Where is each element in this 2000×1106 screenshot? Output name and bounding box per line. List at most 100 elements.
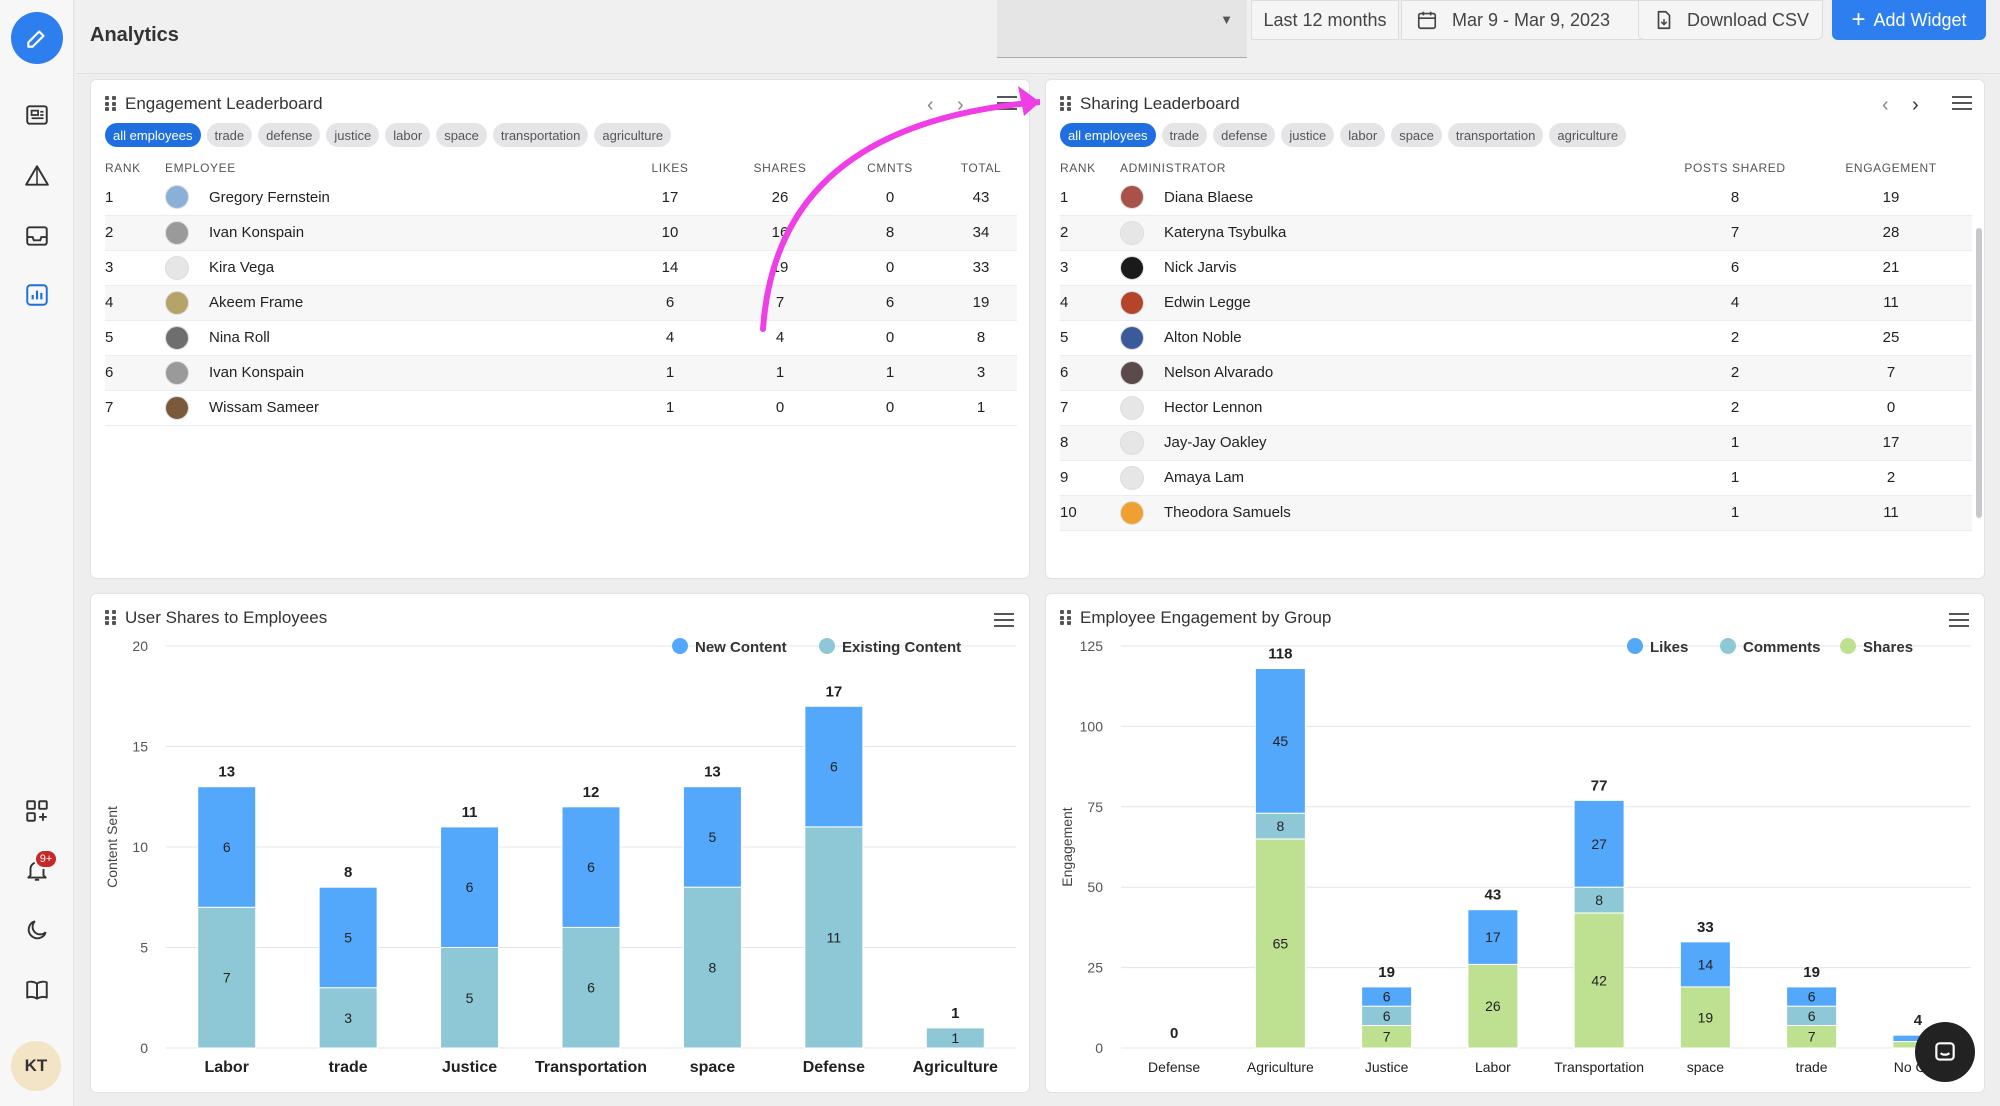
tag-trade[interactable]: trade [1161,123,1208,147]
column-header[interactable]: POSTS SHARED [1684,161,1786,175]
comments-cell: 6 [885,294,895,311]
legend-swatch [672,638,688,654]
administrator-name[interactable]: Kateryna Tsybulka [1164,224,1287,241]
sidebar-item-widgets[interactable] [19,793,55,829]
tag-justice[interactable]: justice [1281,123,1335,147]
administrator-name[interactable]: Hector Lennon [1164,399,1263,416]
menu-icon[interactable] [1952,96,1972,110]
column-header[interactable]: EMPLOYEE [165,161,236,175]
tag-all-employees[interactable]: all employees [1060,123,1156,147]
drag-handle-icon[interactable] [1060,96,1072,112]
rank-cell: 1 [105,188,114,206]
chat-button[interactable] [1915,1022,1975,1082]
date-range-picker[interactable]: Mar 9 - Mar 9, 2023 [1401,0,1701,40]
plus-icon: + [1851,6,1866,33]
y-tick-label: 0 [140,1040,148,1056]
avatar [1120,430,1144,455]
tag-all-employees[interactable]: all employees [105,123,201,147]
employee-name[interactable]: Kira Vega [209,259,275,276]
rank-cell: 1 [1060,188,1069,206]
table-row[interactable]: 7 Wissam Sameer 1 0 0 1 [105,390,1017,425]
scrollbar[interactable] [1976,228,1982,518]
tag-agriculture[interactable]: agriculture [594,123,672,147]
tag-labor[interactable]: labor [1340,123,1386,147]
administrator-name[interactable]: Theodora Samuels [1164,504,1291,521]
table-row[interactable]: 5 Nina Roll 4 4 0 8 [105,320,1017,355]
bar-segment [1361,986,1413,1007]
tag-defense[interactable]: defense [1213,123,1276,147]
administrator-name[interactable]: Alton Noble [1164,329,1242,346]
administrator-name[interactable]: Edwin Legge [1164,294,1251,311]
next-icon[interactable]: › [957,94,964,116]
tag-defense[interactable]: defense [258,123,321,147]
table-row[interactable]: 9 Amaya Lam 1 2 [1060,460,1972,495]
administrator-name[interactable]: Amaya Lam [1164,469,1245,486]
employee-name[interactable]: Ivan Konspain [209,364,305,381]
legend-swatch [1840,638,1856,654]
prev-icon[interactable]: ‹ [927,94,934,116]
table-row[interactable]: 3 Kira Vega 14 19 0 33 [105,250,1017,285]
engagement-cell: 17 [1882,434,1900,451]
column-header[interactable]: LIKES [651,161,689,175]
administrator-name[interactable]: Nelson Alvarado [1164,364,1274,381]
shares-cell: 0 [775,399,785,416]
drag-handle-icon[interactable] [105,96,117,112]
employee-name[interactable]: Ivan Konspain [209,224,305,241]
table-row[interactable]: 3 Nick Jarvis 6 21 [1060,250,1972,285]
table-row[interactable]: 6 Ivan Konspain 1 1 1 3 [105,355,1017,390]
administrator-name[interactable]: Nick Jarvis [1164,259,1237,276]
sidebar-item-analytics[interactable] [19,277,55,313]
column-header[interactable]: CMNTS [867,161,913,175]
table-row[interactable]: 10 Theodora Samuels 1 11 [1060,495,1972,530]
administrator-name[interactable]: Diana Blaese [1164,188,1254,206]
tag-agriculture[interactable]: agriculture [1549,123,1627,147]
filter-dropdown[interactable]: ▼ [997,0,1247,58]
employee-name[interactable]: Akeem Frame [209,294,304,311]
column-header[interactable]: TOTAL [960,161,1002,175]
employee-name[interactable]: Wissam Sameer [209,399,320,416]
sidebar-item-news[interactable] [19,97,55,133]
table-row[interactable]: 2 Ivan Konspain 10 16 8 34 [105,215,1017,250]
column-header[interactable]: ADMINISTRATOR [1120,161,1227,175]
prev-icon[interactable]: ‹ [1882,94,1889,116]
user-avatar[interactable]: KT [11,1041,61,1091]
table-row[interactable]: 8 Jay-Jay Oakley 1 17 [1060,425,1972,460]
tag-justice[interactable]: justice [326,123,380,147]
table-row[interactable]: 4 Akeem Frame 6 7 6 19 [105,285,1017,320]
column-header[interactable]: ENGAGEMENT [1845,161,1937,175]
download-csv-button[interactable]: Download CSV [1638,0,1823,40]
table-row[interactable]: 6 Nelson Alvarado 2 7 [1060,355,1972,390]
administrator-name[interactable]: Jay-Jay Oakley [1164,434,1267,451]
data-label: 6 [1383,1008,1391,1024]
employee-name[interactable]: Gregory Fernstein [209,188,330,206]
sidebar-item-alerts[interactable] [19,158,55,194]
sidebar-item-inbox[interactable] [19,218,55,254]
tag-transportation[interactable]: transportation [1447,123,1544,147]
engagement-cell: 25 [1882,329,1900,346]
table-row[interactable]: 5 Alton Noble 2 25 [1060,320,1972,355]
tag-transportation[interactable]: transportation [492,123,589,147]
column-header[interactable]: RANK [1060,161,1096,175]
next-icon[interactable]: › [1912,94,1919,116]
tag-space[interactable]: space [436,123,487,147]
drag-handle-icon[interactable] [1060,610,1072,626]
table-row[interactable]: 4 Edwin Legge 4 11 [1060,285,1972,320]
menu-icon[interactable] [994,613,1014,627]
column-header[interactable]: RANK [105,161,141,175]
add-widget-button[interactable]: + Add Widget [1832,0,1986,40]
column-header[interactable]: SHARES [753,161,807,175]
table-row[interactable]: 1 Gregory Fernstein 17 26 0 43 [105,180,1017,215]
table-row[interactable]: 1 Diana Blaese 8 19 [1060,180,1972,215]
drag-handle-icon[interactable] [105,610,117,626]
range-button[interactable]: Last 12 months [1251,0,1399,40]
tag-space[interactable]: space [1391,123,1442,147]
tag-labor[interactable]: labor [385,123,431,147]
menu-icon[interactable] [1949,613,1969,627]
employee-name[interactable]: Nina Roll [209,329,270,346]
tag-trade[interactable]: trade [206,123,253,147]
sidebar-item-help[interactable] [19,972,55,1008]
sidebar-item-dark-mode[interactable] [19,912,55,948]
compose-button[interactable] [11,12,63,64]
table-row[interactable]: 2 Kateryna Tsybulka 7 28 [1060,215,1972,250]
table-row[interactable]: 7 Hector Lennon 2 0 [1060,390,1972,425]
